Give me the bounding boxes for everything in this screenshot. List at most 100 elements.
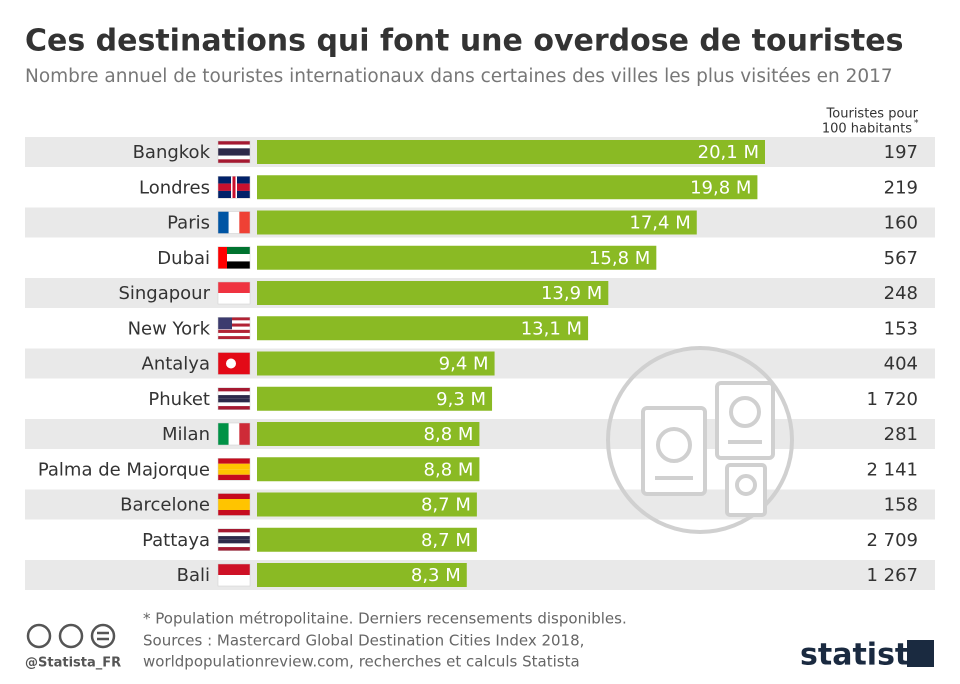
flag-border (217, 317, 251, 340)
category-label: Singapour (118, 283, 210, 304)
flag-border (217, 528, 251, 551)
category-label: Milan (162, 424, 210, 445)
value-label: 8,7 M (421, 530, 471, 551)
flag (218, 463, 250, 470)
rows: Bangkok 20,1 M 197 Londres 19,8 M 219 Paris 17,… (25, 137, 935, 590)
value-label: 19,8 M (690, 177, 751, 198)
flag (218, 423, 229, 445)
footnote: * Population métropolitaine. Derniers re… (143, 610, 627, 628)
flag (218, 387, 250, 392)
value-label: 9,4 M (439, 354, 489, 375)
column-value: 158 (884, 495, 918, 516)
flag (232, 176, 236, 199)
column-value: 567 (884, 248, 918, 269)
value-label: 8,8 M (424, 459, 474, 480)
column-value: 153 (884, 318, 918, 339)
flag (218, 152, 250, 156)
flag (218, 144, 250, 149)
flag-border (217, 422, 251, 446)
flag (218, 402, 250, 407)
flag (218, 547, 250, 551)
flag-border (217, 493, 251, 516)
flag (218, 510, 250, 516)
column-value: 219 (884, 177, 918, 198)
flag (218, 317, 232, 330)
flag (218, 141, 250, 145)
flag (228, 423, 240, 445)
chart-subtitle: Nombre annuel de touristes internationau… (25, 66, 893, 87)
flag-border (217, 281, 251, 305)
column-value: 404 (884, 354, 918, 375)
category-label: Antalya (142, 354, 211, 375)
category-label: Bangkok (133, 142, 211, 163)
flag (226, 358, 236, 369)
flag (218, 323, 250, 327)
flag (218, 211, 229, 234)
value-label: 17,4 M (629, 213, 690, 234)
category-label: New York (128, 318, 211, 339)
category-label: Pattaya (142, 530, 210, 551)
bar (257, 175, 758, 200)
flag (218, 155, 250, 160)
flag (218, 282, 250, 293)
column-value: 281 (884, 424, 918, 445)
column-value: 1 267 (866, 565, 918, 586)
flag (218, 261, 250, 269)
bar (257, 281, 609, 305)
value-label: 13,9 M (541, 283, 602, 304)
column-title-mark: * (914, 119, 919, 129)
category-label: Barcelone (120, 495, 210, 516)
row-band (25, 560, 935, 590)
flag-border (217, 246, 251, 269)
flag-border (217, 352, 251, 375)
flag (218, 493, 250, 499)
flag-border (217, 211, 251, 234)
sources: worldpopulationreview.com, recherches et… (143, 653, 580, 671)
column-title: 100 habitants (822, 122, 912, 137)
value-label: 15,8 M (589, 248, 650, 269)
bar (257, 492, 477, 517)
flag-border (217, 563, 251, 587)
flag (218, 317, 250, 321)
passport-illustration (606, 346, 794, 534)
row-band (25, 489, 935, 520)
flag (218, 293, 250, 304)
value-label: 13,1 M (521, 318, 582, 339)
flag (218, 458, 250, 464)
flag-border (217, 387, 251, 410)
bar (257, 563, 467, 587)
flag (218, 504, 250, 510)
flag (218, 539, 250, 544)
sources: Sources : Mastercard Global Destination … (143, 632, 584, 650)
bar (257, 422, 480, 446)
category-label: Bali (177, 565, 210, 586)
flag (218, 329, 250, 333)
flag (218, 320, 250, 324)
row-band (25, 419, 935, 449)
flag (218, 532, 250, 537)
flag (218, 469, 250, 475)
flag (218, 499, 250, 505)
category-label: Paris (167, 213, 210, 234)
flag (218, 254, 250, 262)
bar (257, 457, 480, 482)
flag (218, 564, 250, 575)
column-title: Touristes pour (826, 107, 919, 122)
flag (218, 406, 250, 410)
category-label: Palma de Majorque (38, 459, 210, 480)
value-label: 20,1 M (698, 142, 759, 163)
flag (218, 159, 250, 163)
flag (218, 332, 250, 337)
flag (218, 336, 250, 340)
value-label: 8,8 M (424, 424, 474, 445)
flag (218, 543, 250, 548)
flag (239, 423, 250, 445)
handle: @Statista_FR (25, 656, 121, 671)
flag-border (217, 140, 251, 164)
column-value: 248 (884, 283, 918, 304)
flag (218, 528, 250, 533)
column-value: 197 (884, 142, 918, 163)
flag (239, 211, 250, 234)
category-label: Phuket (148, 389, 210, 410)
